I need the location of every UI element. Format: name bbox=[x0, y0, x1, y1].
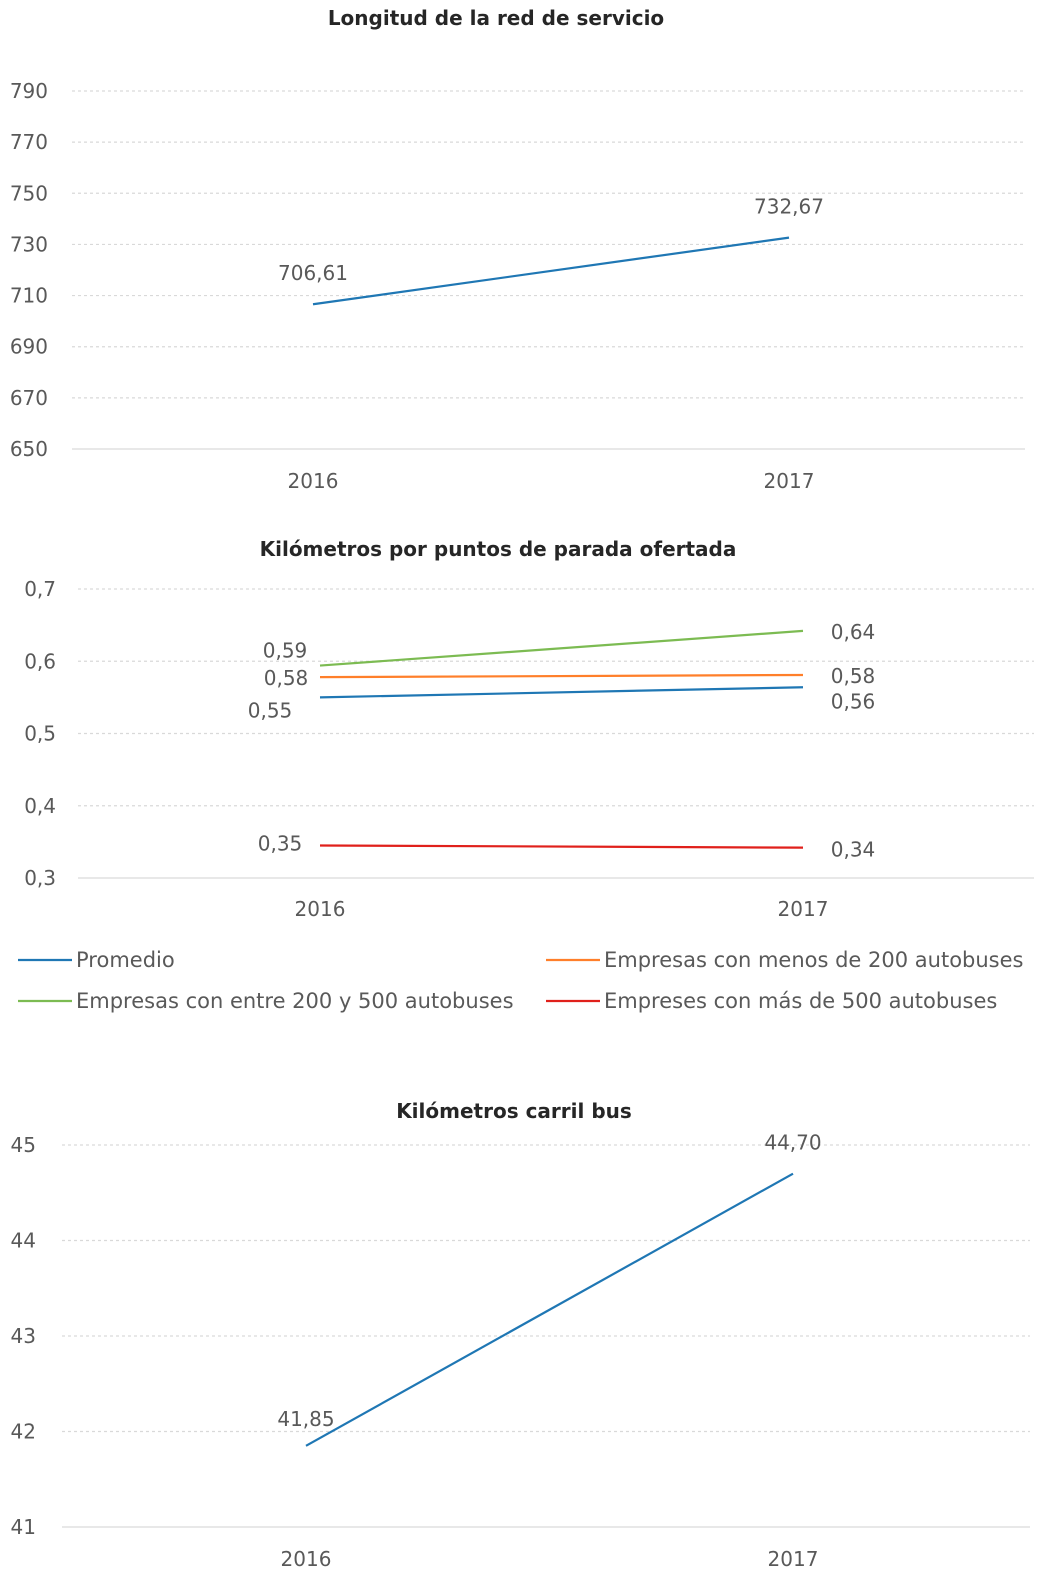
legend-label: Promedio bbox=[76, 948, 175, 972]
y-tick-label: 43 bbox=[11, 1324, 36, 1348]
y-tick-label: 42 bbox=[11, 1420, 36, 1444]
y-tick-label: 44 bbox=[11, 1229, 36, 1253]
y-tick-label: 730 bbox=[10, 232, 48, 256]
series-line-2 bbox=[319, 629, 804, 667]
data-label: 0,58 bbox=[264, 666, 309, 690]
data-label: 0,58 bbox=[831, 664, 876, 688]
series-line bbox=[305, 1172, 794, 1447]
data-label: 732,67 bbox=[754, 195, 824, 219]
y-tick-label: 790 bbox=[10, 79, 48, 103]
legend-label: Empreses con más de 500 autobuses bbox=[604, 989, 997, 1013]
x-tick-label: 2017 bbox=[778, 897, 829, 921]
y-tick-label: 690 bbox=[10, 335, 48, 359]
data-label: 0,55 bbox=[248, 698, 293, 722]
y-tick-label: 650 bbox=[10, 437, 48, 461]
series-line-0 bbox=[319, 686, 804, 699]
data-label: 0,35 bbox=[258, 831, 303, 855]
y-tick-label: 750 bbox=[10, 181, 48, 205]
series-line bbox=[312, 236, 790, 306]
data-label: 41,85 bbox=[277, 1407, 334, 1431]
chart-title: Kilómetros por puntos de parada ofertada bbox=[260, 537, 737, 561]
y-tick-label: 710 bbox=[10, 284, 48, 308]
x-tick-label: 2016 bbox=[288, 469, 339, 493]
series-line-1 bbox=[319, 673, 804, 679]
y-tick-label: 0,7 bbox=[24, 577, 56, 601]
x-tick-label: 2017 bbox=[764, 469, 815, 493]
y-tick-label: 770 bbox=[10, 130, 48, 154]
data-label: 0,56 bbox=[831, 689, 876, 713]
y-tick-label: 41 bbox=[11, 1515, 36, 1539]
x-tick-label: 2017 bbox=[768, 1547, 819, 1571]
data-label: 706,61 bbox=[278, 261, 348, 285]
y-tick-label: 0,3 bbox=[24, 866, 56, 890]
data-label: 0,64 bbox=[831, 620, 876, 644]
chart-km-carril-bus: Kilómetros carril bus 41 42 43 44 45 2016 2017… bbox=[11, 1099, 1030, 1571]
chart-longitud-red: Longitud de la red de servicio 650 670 690… bbox=[10, 6, 1025, 493]
legend-label: Empresas con entre 200 y 500 autobuses bbox=[76, 989, 514, 1013]
y-tick-label: 670 bbox=[10, 386, 48, 410]
data-label: 0,34 bbox=[831, 838, 876, 862]
x-tick-label: 2016 bbox=[281, 1547, 332, 1571]
data-label: 0,59 bbox=[263, 639, 308, 663]
legend-item: Empreses con más de 500 autobuses bbox=[546, 989, 997, 1013]
data-label: 44,70 bbox=[764, 1131, 821, 1155]
y-tick-label: 0,6 bbox=[24, 649, 56, 673]
legend-item: Promedio bbox=[18, 948, 175, 972]
y-tick-label: 0,4 bbox=[24, 794, 56, 818]
chart-title: Longitud de la red de servicio bbox=[328, 6, 664, 30]
chart-km-parada: Kilómetros por puntos de parada ofertada… bbox=[24, 537, 1034, 921]
y-tick-label: 0,5 bbox=[24, 722, 56, 746]
series-line-3 bbox=[319, 844, 804, 849]
chart-title: Kilómetros carril bus bbox=[396, 1099, 632, 1123]
legend: Promedio Empresas con menos de 200 autobu… bbox=[18, 948, 1024, 1013]
x-tick-label: 2016 bbox=[295, 897, 346, 921]
legend-item: Empresas con entre 200 y 500 autobuses bbox=[18, 989, 514, 1013]
legend-item: Empresas con menos de 200 autobuses bbox=[546, 948, 1024, 972]
y-tick-label: 45 bbox=[11, 1133, 36, 1157]
legend-label: Empresas con menos de 200 autobuses bbox=[604, 948, 1024, 972]
